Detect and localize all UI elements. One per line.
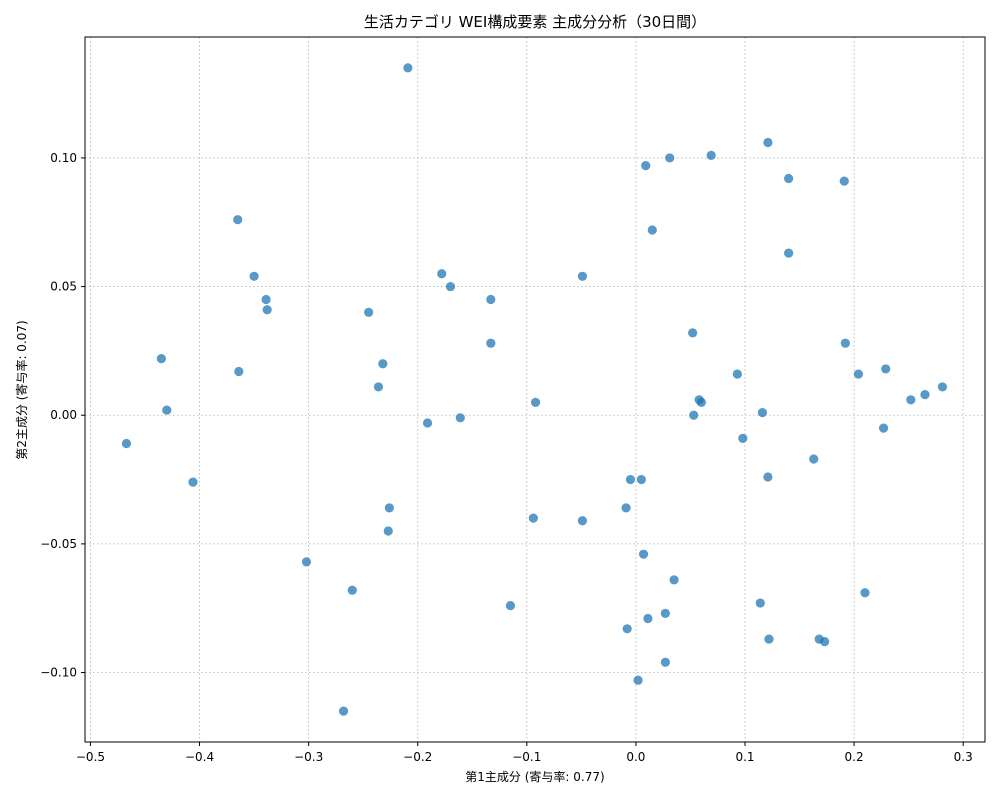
scatter-point: [378, 359, 388, 369]
y-axis-label: 第2主成分 (寄与率: 0.07): [14, 320, 29, 459]
scatter-point: [906, 395, 916, 405]
x-tick-label: −0.5: [76, 750, 105, 764]
chart-title: 生活カテゴリ WEI構成要素 主成分分析（30日間）: [364, 13, 706, 31]
scatter-point: [732, 369, 742, 379]
scatter-point: [641, 161, 651, 171]
scatter-point: [878, 423, 889, 433]
scatter-point: [347, 585, 357, 595]
scatter-point: [784, 173, 794, 184]
scatter-point: [455, 413, 465, 423]
scatter-point: [660, 657, 670, 667]
scatter-point: [486, 294, 496, 305]
scatter-point: [689, 410, 699, 420]
x-tick-label: −0.4: [185, 750, 214, 764]
scatter-point: [755, 598, 765, 608]
x-tick-label: −0.2: [403, 750, 432, 764]
scatter-point: [764, 634, 774, 644]
scatter-point: [881, 364, 891, 374]
scatter-point: [763, 472, 773, 482]
scatter-point: [820, 637, 830, 647]
scatter-point: [784, 248, 794, 258]
scatter-point: [384, 503, 394, 513]
scatter-point: [706, 150, 716, 160]
scatter-point: [162, 405, 172, 415]
scatter-point: [633, 675, 643, 685]
scatter-point: [188, 477, 198, 487]
scatter-point: [403, 63, 413, 73]
scatter-point: [660, 608, 670, 618]
scatter-point: [688, 328, 698, 338]
scatter-point: [809, 454, 819, 464]
ticks-layer: −0.5 −0.4 −0.3 −0.2 −0.1 0.0 0.1 0.2 0.3 −0.10 −0.…: [40, 151, 973, 764]
y-tick-label: 0.05: [50, 280, 77, 294]
y-tick-label: −0.05: [40, 537, 77, 551]
grid-layer: [85, 37, 985, 742]
x-tick-label: 0.0: [626, 750, 645, 764]
scatter-point: [577, 516, 588, 526]
scatter-point: [920, 390, 930, 400]
scatter-point: [840, 338, 850, 348]
scatter-point: [621, 503, 631, 513]
scatter-point: [234, 366, 244, 377]
scatter-point: [696, 397, 706, 407]
scatter-point: [233, 215, 243, 225]
scatter-point: [622, 624, 632, 634]
scatter-point: [853, 369, 864, 379]
scatter-point: [505, 601, 516, 611]
points-layer: [121, 63, 948, 716]
y-tick-label: 0.10: [50, 151, 77, 165]
scatter-point: [528, 513, 538, 523]
scatter-point: [338, 706, 349, 716]
scatter-point: [437, 269, 447, 279]
scatter-point: [373, 382, 384, 392]
scatter-point: [486, 338, 496, 348]
scatter-point: [636, 474, 646, 485]
plot-frame: [84, 36, 986, 743]
scatter-point: [638, 549, 649, 559]
scatter-point: [757, 408, 768, 418]
scatter-point: [763, 137, 773, 148]
scatter-point: [121, 438, 132, 449]
scatter-point: [301, 557, 312, 567]
scatter-point: [625, 474, 636, 485]
x-axis-label: 第1主成分 (寄与率: 0.77): [465, 769, 604, 784]
scatter-point: [643, 613, 653, 624]
scatter-point: [156, 354, 166, 364]
scatter-point: [669, 575, 679, 585]
scatter-point: [937, 382, 948, 392]
scatter-point: [261, 294, 271, 305]
scatter-point: [364, 307, 374, 317]
scatter-point: [860, 588, 870, 598]
x-tick-label: −0.1: [512, 750, 541, 764]
x-tick-label: 0.3: [954, 750, 973, 764]
x-tick-label: 0.2: [845, 750, 864, 764]
scatter-point: [839, 176, 849, 186]
scatter-point: [422, 418, 433, 428]
y-tick-label: −0.10: [40, 666, 77, 680]
scatter-point: [445, 281, 456, 292]
x-tick-label: 0.1: [735, 750, 754, 764]
x-tick-label: −0.3: [294, 750, 323, 764]
scatter-point: [647, 225, 657, 235]
scatter-point: [262, 305, 272, 315]
scatter-point: [383, 526, 393, 536]
scatter-point: [738, 433, 748, 443]
scatter-point: [665, 153, 675, 163]
scatter-point: [530, 397, 541, 407]
scatter-point: [249, 271, 259, 281]
scatter-point: [577, 271, 588, 281]
y-tick-label: 0.00: [50, 408, 77, 422]
